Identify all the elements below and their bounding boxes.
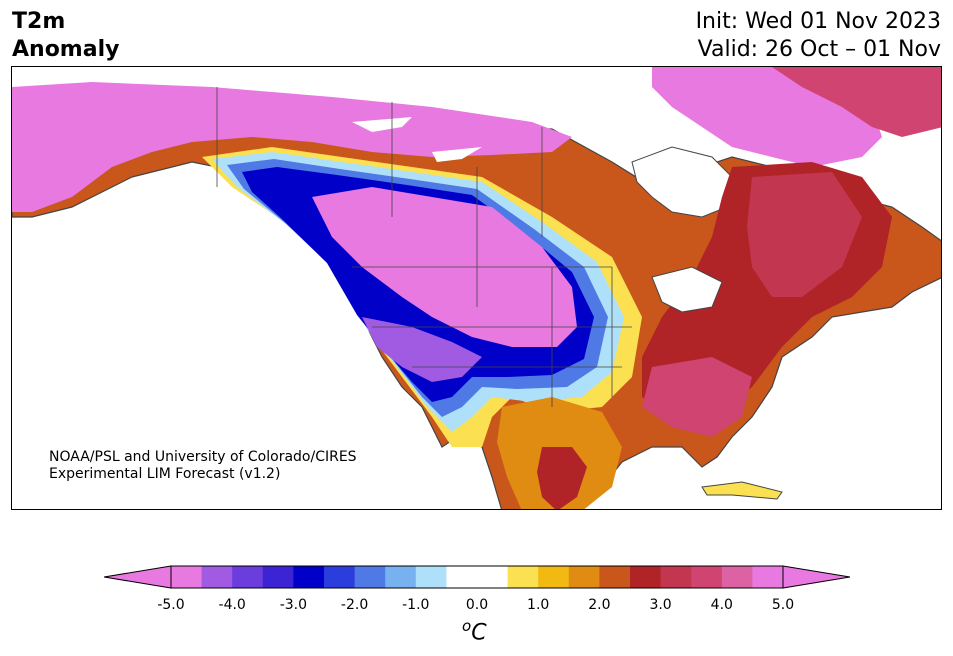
credit-line-2: Experimental LIM Forecast (v1.2)	[49, 466, 281, 482]
southeast-warm	[642, 357, 752, 437]
cold-core-violet	[362, 317, 482, 382]
colorbar-swatch	[385, 566, 417, 588]
colorbar-swatch	[293, 566, 325, 588]
colorbar-swatch	[599, 566, 631, 588]
colorbar	[104, 565, 850, 589]
colorbar-tick-label: -2.0	[340, 597, 369, 613]
east-warm-magenta	[747, 172, 862, 297]
colorbar-swatch	[752, 566, 784, 588]
greenland-east	[772, 67, 941, 137]
great-lakes	[651, 266, 723, 313]
colorbar-tick-label: 2.0	[588, 597, 611, 613]
political-borders	[216, 87, 632, 407]
anomaly-map	[11, 66, 942, 510]
colorbar-swatch	[262, 566, 294, 588]
arctic-anomaly	[12, 82, 572, 212]
cuba	[701, 481, 783, 500]
colorbar-swatch	[171, 566, 203, 588]
map-field	[12, 67, 941, 509]
colorbar-swatch	[477, 566, 509, 588]
colorbar-swatch	[507, 566, 539, 588]
colorbar-swatch	[630, 566, 662, 588]
colorbar-swatch	[415, 566, 447, 588]
colorbar-tick-label: 3.0	[649, 597, 672, 613]
colorbar-swatch	[201, 566, 233, 588]
colorbar-tick-label: 5.0	[771, 597, 795, 613]
colorbar-frame	[170, 565, 784, 589]
colorbar-tick-label: 0.0	[465, 597, 489, 613]
colorbar-swatch	[568, 566, 600, 588]
credit-text: NOAA/PSL and University of Colorado/CIRE…	[49, 449, 357, 483]
hudson-bay	[631, 146, 733, 218]
colorbar-swatch	[660, 566, 692, 588]
colorbar-swatch	[354, 566, 386, 588]
colorbar-tick-label: 1.0	[527, 597, 550, 613]
colorbar-swatch	[721, 566, 753, 588]
colorbar-unit: oC	[462, 617, 487, 646]
forecast-info: Init: Wed 01 Nov 2023 Valid: 26 Oct – 01…	[696, 8, 941, 64]
mexico-warm-core	[537, 447, 587, 509]
valid-period: Valid: 26 Oct – 01 Nov	[697, 37, 941, 62]
colorbar-tick-label: -1.0	[402, 597, 430, 613]
colorbar-swatch	[232, 566, 264, 588]
arctic-white-1	[352, 117, 412, 132]
credit-line-1: NOAA/PSL and University of Colorado/CIRE…	[49, 449, 357, 465]
colorbar-tick-label: -5.0	[157, 597, 185, 613]
map-title: T2m Anomaly	[12, 8, 119, 64]
colorbar-swatch	[691, 566, 723, 588]
init-date: Init: Wed 01 Nov 2023	[695, 9, 941, 34]
colorbar-tick-label: -3.0	[279, 597, 308, 613]
colorbar-tick-label: -4.0	[218, 597, 246, 613]
colorbar-swatch	[324, 566, 356, 588]
title-line-2: Anomaly	[12, 37, 120, 62]
colorbar-swatch	[538, 566, 570, 588]
arctic-white-2	[432, 147, 482, 162]
colorbar-swatch	[446, 566, 478, 588]
title-line-1: T2m	[12, 9, 66, 34]
colorbar-tick-label: 4.0	[710, 597, 733, 613]
colorbar-extend-high	[782, 565, 850, 589]
colorbar-extend-low	[104, 565, 172, 589]
